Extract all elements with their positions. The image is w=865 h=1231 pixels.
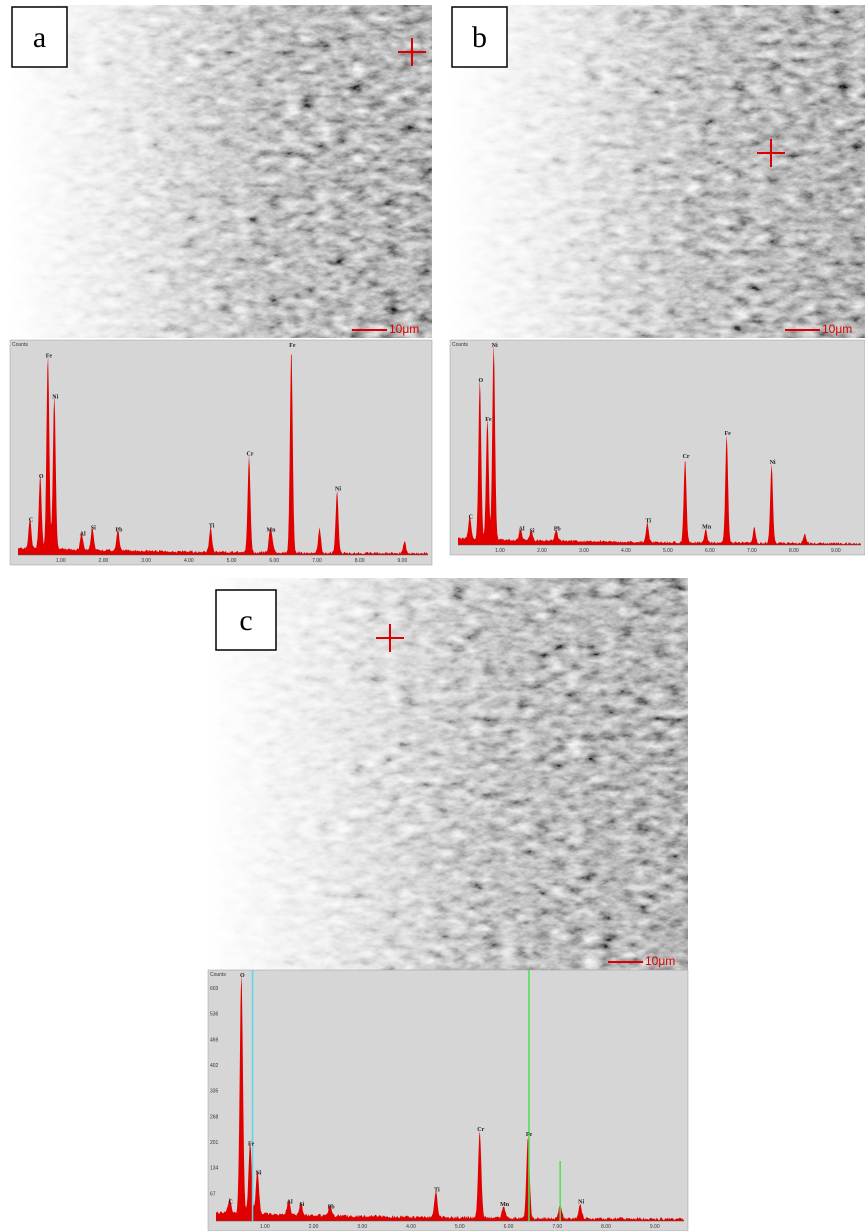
y-axis-label: Counts xyxy=(452,342,468,348)
peak-label: Si xyxy=(299,1202,304,1208)
y-axis-label: Counts xyxy=(210,972,226,978)
peak-label: Pb xyxy=(115,528,123,534)
spectrum-bg xyxy=(9,339,433,566)
peak-label: O xyxy=(478,378,483,384)
peak-label: C xyxy=(469,515,473,521)
peak-label: Fe xyxy=(46,353,53,359)
peak-label: Mn xyxy=(702,524,712,530)
y-tick-label: 536 xyxy=(210,1012,219,1018)
peak-label: Cr xyxy=(247,452,254,458)
peak-label: Fe xyxy=(248,1142,255,1148)
y-tick-label: 335 xyxy=(210,1089,219,1095)
peak-label: Ni xyxy=(335,487,341,493)
peak-label: Ni xyxy=(52,394,58,400)
scale-bar-label: 10μm xyxy=(389,322,419,336)
spectrum-bg xyxy=(449,339,865,556)
y-tick-label: 134 xyxy=(210,1166,219,1172)
peak-label: O xyxy=(240,973,245,979)
peak-label: Pb xyxy=(554,526,562,532)
x-tick-label: 8.00 xyxy=(789,548,799,554)
x-tick-label: 9.00 xyxy=(398,558,408,564)
y-tick-label: 201 xyxy=(210,1140,219,1146)
y-tick-label: 469 xyxy=(210,1037,219,1043)
x-tick-label: 6.00 xyxy=(269,558,279,564)
x-tick-label: 8.00 xyxy=(601,1224,611,1230)
x-tick-label: 4.00 xyxy=(184,558,194,564)
x-tick-label: 3.00 xyxy=(579,548,589,554)
x-tick-label: 5.00 xyxy=(227,558,237,564)
peak-label: Fe xyxy=(289,343,296,349)
peak-label: Ti xyxy=(646,519,652,525)
peak-label: C xyxy=(228,1200,232,1206)
x-tick-label: 7.00 xyxy=(747,548,757,554)
panel-label: a xyxy=(33,21,46,54)
peak-label: Pb xyxy=(328,1204,336,1210)
panel: a 10μm C O Fe Ni Al Si Pb Ti Cr Mn Fe Ni Counts 1.00 2.0… xyxy=(9,5,433,566)
x-tick-label: 5.00 xyxy=(455,1224,465,1230)
peak-label: Cr xyxy=(683,454,690,460)
peak-label: Ni xyxy=(492,343,498,349)
panel-label: c xyxy=(239,604,252,637)
y-tick-label: 402 xyxy=(210,1063,219,1069)
y-tick-label: 67 xyxy=(210,1191,216,1197)
peak-label: Cr xyxy=(477,1127,484,1133)
x-tick-label: 1.00 xyxy=(260,1224,270,1230)
panel-label-box xyxy=(11,6,68,68)
y-tick-label: 603 xyxy=(210,986,219,992)
x-tick-label: 8.00 xyxy=(355,558,365,564)
x-tick-label: 5.00 xyxy=(663,548,673,554)
peak-label: Al xyxy=(519,526,525,532)
peak-label: O xyxy=(39,474,44,480)
x-tick-label: 3.00 xyxy=(141,558,151,564)
peak-label: Si xyxy=(91,525,96,531)
crosshair xyxy=(398,38,426,66)
x-tick-label: 3.00 xyxy=(357,1224,367,1230)
peak-label: Fe xyxy=(526,1132,533,1138)
scale-bar-label: 10μm xyxy=(645,954,675,968)
panel-label: b xyxy=(472,21,487,54)
x-tick-label: 1.00 xyxy=(495,548,505,554)
sem-image-fade xyxy=(10,5,432,338)
x-tick-label: 6.00 xyxy=(705,548,715,554)
x-tick-label: 2.00 xyxy=(537,548,547,554)
crosshair xyxy=(376,624,404,652)
y-tick-label: 268 xyxy=(210,1114,219,1120)
peak-label: Si xyxy=(530,528,535,534)
x-tick-label: 2.00 xyxy=(99,558,109,564)
peak-label: Ni xyxy=(255,1171,261,1177)
sem-image-fade xyxy=(450,5,865,338)
sem-image-fade xyxy=(208,578,688,970)
peak-label: Fe xyxy=(725,431,732,437)
spectrum-bg xyxy=(207,969,689,1231)
x-tick-label: 6.00 xyxy=(504,1224,514,1230)
panel-label-box xyxy=(451,6,508,68)
peak-label: Mn xyxy=(500,1202,510,1208)
peak-label: Fe xyxy=(485,417,492,423)
scale-bar-label: 10μm xyxy=(822,322,852,336)
x-tick-label: 4.00 xyxy=(621,548,631,554)
x-tick-label: 9.00 xyxy=(831,548,841,554)
panel: c 10μm C O Fe Ni Al Si Pb Ti Cr Mn Fe Ni Counts 603 536 4… xyxy=(207,578,689,1231)
crosshair xyxy=(757,139,785,167)
x-tick-label: 4.00 xyxy=(406,1224,416,1230)
y-axis-label: Counts xyxy=(12,342,28,348)
x-tick-label: 9.00 xyxy=(650,1224,660,1230)
peak-label: Mn xyxy=(266,528,276,534)
panel: b 10μm C O Fe Ni Al Si Pb Ti Cr Mn Fe Ni Counts 1.00 2.0… xyxy=(449,5,865,556)
x-tick-label: 7.00 xyxy=(312,558,322,564)
x-tick-label: 1.00 xyxy=(56,558,66,564)
peak-label: Al xyxy=(287,1200,293,1206)
panel-label-box xyxy=(215,589,277,651)
peak-label: C xyxy=(29,517,33,523)
x-tick-label: 2.00 xyxy=(309,1224,319,1230)
peak-label: Ni xyxy=(578,1200,584,1206)
peak-label: Ti xyxy=(209,523,215,529)
peak-label: Ti xyxy=(434,1187,440,1193)
peak-label: Ni xyxy=(770,460,776,466)
peak-label: Al xyxy=(80,532,86,538)
x-tick-label: 7.00 xyxy=(552,1224,562,1230)
